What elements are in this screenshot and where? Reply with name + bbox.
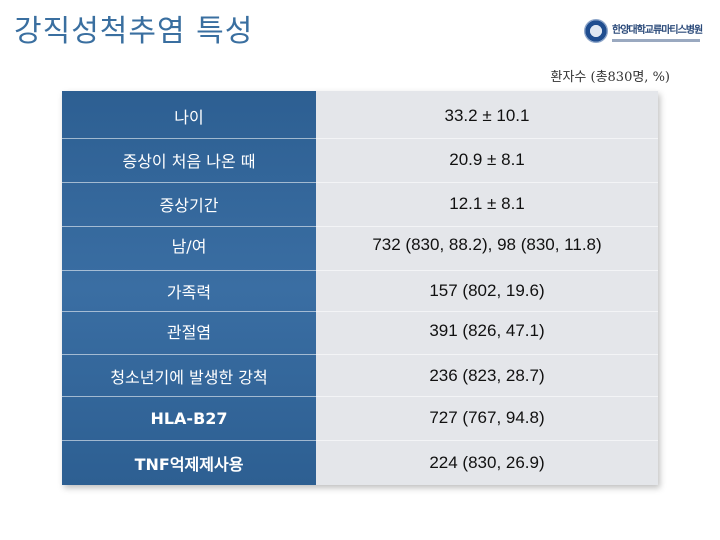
row-divider	[62, 311, 658, 312]
row-divider	[62, 354, 658, 355]
table-row: 청소년기에 발생한 강척 236 (823, 28.7)	[62, 352, 658, 400]
row-label: TNF억제제사용	[134, 455, 244, 474]
row-value: 157 (802, 19.6)	[429, 281, 545, 300]
logo-text: 한양대학교류마티스병원	[612, 24, 703, 36]
row-value: 20.9 ± 8.1	[449, 150, 525, 169]
row-value: 727 (767, 94.8)	[429, 408, 545, 427]
table-row: 증상기간 12.1 ± 8.1	[62, 180, 658, 228]
row-value: 224 (830, 26.9)	[429, 453, 545, 472]
row-label: 청소년기에 발생한 강척	[110, 368, 268, 387]
row-divider	[62, 396, 658, 397]
row-label: 남/여	[171, 237, 207, 256]
table-row: 나이 33.2 ± 10.1	[62, 92, 658, 140]
hospital-emblem-icon	[584, 19, 608, 43]
row-label: 증상기간	[159, 196, 219, 215]
row-value: 12.1 ± 8.1	[449, 194, 525, 213]
row-label: 관절염	[166, 323, 212, 342]
row-divider	[62, 138, 658, 139]
label-column	[62, 91, 316, 485]
table-row: 증상이 처음 나온 때 20.9 ± 8.1	[62, 136, 658, 184]
hospital-logo: 한양대학교류마티스병원	[584, 16, 704, 46]
row-label: 증상이 처음 나온 때	[122, 152, 256, 171]
table-row: TNF억제제사용 224 (830, 26.9)	[62, 439, 658, 487]
table-row: HLA-B27 727 (767, 94.8)	[62, 394, 658, 442]
table-row: 관절염 391 (826, 47.1)	[62, 307, 658, 355]
row-value: 236 (823, 28.7)	[429, 366, 545, 385]
page-title: 강직성척추염 특성	[14, 14, 254, 49]
row-value: 732 (830, 88.2), 98 (830, 11.8)	[372, 235, 602, 254]
row-divider	[62, 440, 658, 441]
row-label: HLA-B27	[150, 408, 228, 428]
row-label: 가족력	[166, 283, 212, 302]
row-value: 391 (826, 47.1)	[429, 321, 545, 340]
logo-subtitle-bar	[612, 38, 700, 42]
table-row: 가족력 157 (802, 19.6)	[62, 267, 658, 315]
caption: 환자수 (총830명, %)	[550, 70, 670, 85]
row-divider	[62, 226, 658, 227]
row-divider	[62, 270, 658, 271]
row-label: 나이	[174, 108, 204, 127]
row-value: 33.2 ± 10.1	[444, 106, 530, 125]
table-row: 남/여 732 (830, 88.2), 98 (830, 11.8)	[62, 221, 658, 269]
row-divider	[62, 182, 658, 183]
